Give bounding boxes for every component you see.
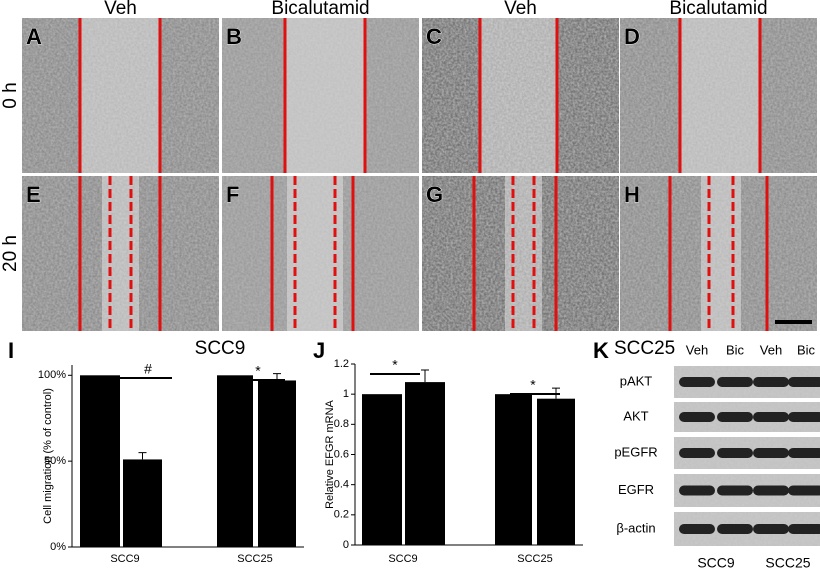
wound-gap bbox=[80, 18, 160, 173]
y-tick-label: 0.8 bbox=[334, 418, 349, 430]
panel-letter: A bbox=[26, 24, 42, 49]
bar bbox=[80, 375, 120, 547]
row-label: 0 h bbox=[0, 82, 21, 108]
row-label: 20 h bbox=[0, 235, 21, 272]
lane-label: Bic bbox=[797, 342, 816, 357]
lane-label: Veh bbox=[686, 342, 708, 357]
wound-gap bbox=[285, 18, 365, 173]
band bbox=[717, 412, 753, 422]
error-bar bbox=[138, 452, 147, 460]
band-label: AKT bbox=[623, 408, 648, 423]
panel-letter: B bbox=[226, 24, 242, 49]
band bbox=[717, 448, 753, 458]
panel-letter: F bbox=[226, 182, 239, 207]
wound-gap bbox=[505, 176, 542, 331]
band bbox=[788, 412, 820, 422]
band-label: pEGFR bbox=[614, 444, 657, 459]
panel-label: I bbox=[8, 338, 14, 363]
bar bbox=[258, 380, 296, 547]
significance-mark: * bbox=[530, 377, 536, 393]
y-tick-label: 1.2 bbox=[334, 358, 349, 370]
group-label: SCC25 bbox=[765, 555, 810, 571]
band bbox=[753, 412, 789, 422]
y-axis-label: Relative EFGR mRNA bbox=[324, 399, 336, 508]
band bbox=[679, 448, 715, 458]
bar bbox=[405, 382, 445, 545]
wound-gap bbox=[701, 176, 741, 331]
band bbox=[788, 448, 820, 458]
y-tick-label: 0.2 bbox=[334, 509, 349, 521]
bar bbox=[362, 394, 402, 545]
band bbox=[679, 377, 715, 387]
band-label: pAKT bbox=[620, 373, 653, 388]
error-bar bbox=[421, 369, 429, 383]
y-tick-label: 0.6 bbox=[334, 448, 349, 460]
x-tick-label: SCC25 bbox=[517, 553, 552, 565]
bar bbox=[123, 459, 162, 547]
band bbox=[753, 448, 789, 458]
significance-mark: # bbox=[144, 361, 152, 377]
band bbox=[679, 524, 715, 534]
column-header: Veh bbox=[104, 0, 137, 19]
lane-label: Veh bbox=[760, 342, 782, 357]
bar bbox=[495, 394, 532, 545]
band bbox=[788, 485, 820, 496]
panel-letter: C bbox=[426, 24, 442, 49]
band-label: EGFR bbox=[618, 482, 654, 497]
band bbox=[717, 524, 753, 534]
significance-mark: * bbox=[255, 363, 261, 379]
band bbox=[679, 485, 715, 496]
y-tick-label: 0% bbox=[50, 541, 66, 553]
band-label: β-actin bbox=[616, 520, 655, 535]
y-tick-label: 0 bbox=[343, 539, 349, 551]
y-tick-label: 50% bbox=[44, 455, 66, 467]
band bbox=[753, 524, 789, 534]
panel-label: K bbox=[593, 338, 609, 363]
significance-mark: * bbox=[392, 357, 398, 373]
band bbox=[679, 412, 715, 422]
x-tick-label: SCC25 bbox=[237, 553, 272, 565]
y-axis-label: Cell migration (% of control) bbox=[42, 388, 54, 524]
y-tick-label: 0.4 bbox=[334, 479, 349, 491]
wound-gap bbox=[480, 18, 557, 173]
wound-gap bbox=[680, 18, 760, 173]
chart-title: SCC9 bbox=[195, 338, 246, 359]
band bbox=[788, 524, 820, 534]
bar bbox=[537, 398, 575, 545]
x-tick-label: SCC9 bbox=[110, 553, 139, 565]
panel-letter: E bbox=[26, 182, 41, 207]
panel-letter: H bbox=[624, 182, 640, 207]
lane-label: Bic bbox=[726, 342, 745, 357]
panel-label: J bbox=[313, 338, 325, 363]
blot-title: SCC25 bbox=[614, 338, 675, 359]
wound-gap bbox=[287, 176, 343, 331]
group-label: SCC9 bbox=[697, 555, 735, 571]
column-header: Veh bbox=[504, 0, 537, 19]
panel-letter: G bbox=[426, 182, 443, 207]
band bbox=[753, 485, 789, 496]
x-tick-label: SCC9 bbox=[388, 553, 417, 565]
band bbox=[788, 377, 820, 387]
column-header: Bicalutamid bbox=[669, 0, 767, 19]
band bbox=[753, 377, 789, 387]
panel-letter: D bbox=[624, 24, 640, 49]
y-tick-label: 100% bbox=[38, 369, 66, 381]
y-tick-label: 1 bbox=[343, 388, 349, 400]
wound-gap bbox=[102, 176, 139, 331]
band bbox=[717, 377, 753, 387]
band bbox=[717, 485, 753, 496]
bar bbox=[217, 375, 253, 547]
column-header: Bicalutamid bbox=[271, 0, 369, 19]
